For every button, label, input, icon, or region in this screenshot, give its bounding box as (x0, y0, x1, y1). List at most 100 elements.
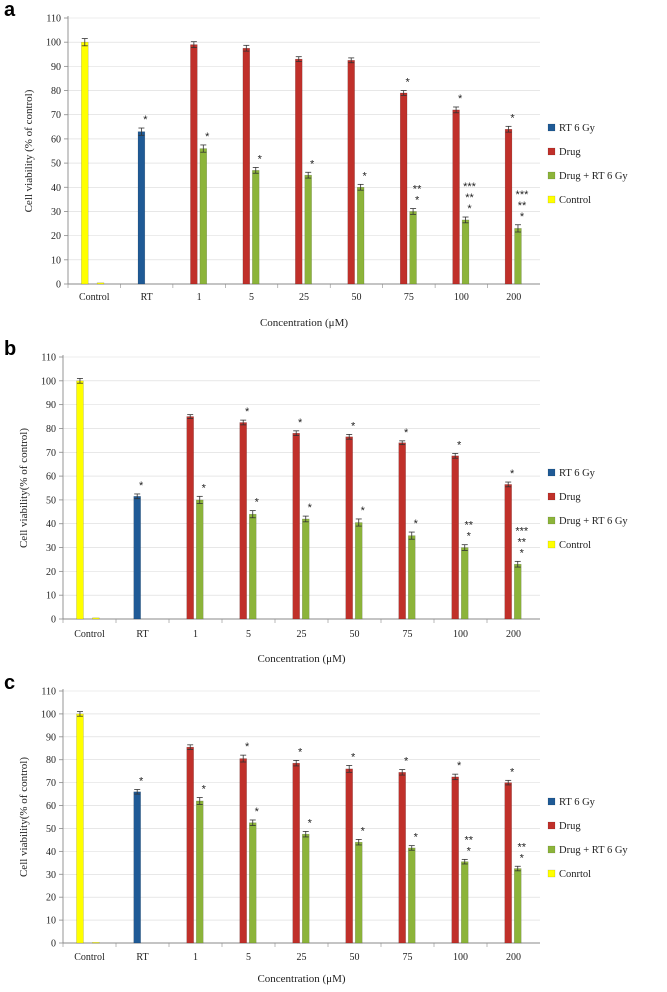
legend-label: Control (559, 195, 591, 206)
bar-drug (292, 762, 300, 944)
bar-drug (239, 758, 247, 944)
bar-drug (186, 416, 194, 620)
bar-combo (196, 499, 204, 620)
legend-label: Drug + RT 6 Gy (559, 171, 628, 182)
significance-mark: * (467, 845, 472, 857)
x-tick-label: 100 (454, 292, 469, 303)
y-tick-label: 20 (46, 893, 56, 904)
bar-drug (451, 776, 459, 944)
significance-mark: * (310, 158, 315, 170)
significance-mark: * (458, 93, 463, 105)
significance-mark: * (255, 806, 260, 818)
significance-mark: * (351, 751, 356, 763)
legend-swatch-control (547, 869, 556, 878)
legend-swatch-drug (547, 492, 556, 501)
bar-drug (345, 768, 353, 944)
y-axis-title: Cell viability(% of control) (18, 428, 30, 548)
legend-swatch-rt (547, 797, 556, 806)
bar-drug (504, 484, 512, 620)
legend-swatch-control (547, 540, 556, 549)
bar-combo (302, 518, 310, 620)
y-tick-label: 0 (56, 280, 61, 291)
significance-mark: * (414, 832, 419, 844)
legend-label: Control (559, 540, 591, 551)
y-tick-label: 30 (46, 870, 56, 881)
bar-drug (295, 58, 303, 285)
x-tick-label: Control (79, 292, 110, 303)
y-tick-label: 90 (46, 732, 56, 743)
y-tick-label: 40 (46, 519, 56, 530)
bar-combo (304, 174, 312, 285)
legend-swatch-control (547, 195, 556, 204)
bar-combo (355, 522, 363, 620)
y-tick-label: 50 (46, 824, 56, 835)
y-tick-label: 80 (46, 755, 56, 766)
legend-label: Drug + RT 6 Gy (559, 516, 628, 527)
x-tick-label: 5 (249, 292, 254, 303)
significance-mark: *** (463, 181, 477, 193)
y-axis-title: Cell viability (% of control) (23, 89, 35, 212)
x-tick-label: 50 (350, 952, 360, 963)
bar-combo (249, 513, 257, 620)
y-tick-label: 20 (46, 567, 56, 578)
chart-panel-a: a 0 10 20 30 40 50 60 70 80 90 100 110 Cell viability… (4, 0, 628, 329)
legend-label: Drug (559, 492, 581, 503)
x-tick-label: 5 (246, 629, 251, 640)
significance-mark: * (510, 766, 515, 778)
bar-drug (292, 432, 300, 620)
significance-mark: * (298, 417, 303, 429)
legend-swatch-combo (547, 845, 556, 854)
x-tick-label: 100 (453, 952, 468, 963)
bar-combo (408, 847, 416, 944)
bar-combo (409, 211, 417, 285)
significance-mark: * (361, 825, 366, 837)
bar-combo (252, 170, 260, 285)
significance-mark: * (520, 547, 525, 559)
bar-rt (133, 791, 141, 944)
significance-mark: * (351, 420, 356, 432)
bar-rt (137, 131, 146, 285)
significance-mark: * (143, 114, 148, 126)
bar-combo (461, 219, 470, 285)
y-tick-label: 40 (46, 847, 56, 858)
legend-swatch-drug (547, 821, 556, 830)
x-axis-title: Concentration (μM) (260, 317, 348, 329)
x-tick-label: 1 (197, 292, 202, 303)
significance-mark: ** (517, 841, 526, 853)
y-tick-label: 90 (46, 400, 56, 411)
y-tick-label: 60 (51, 134, 61, 145)
legend-label: Drug (559, 147, 581, 158)
legend-label: RT 6 Gy (559, 123, 596, 134)
bar-drug (347, 60, 355, 285)
legend-swatch-combo (547, 171, 556, 180)
x-tick-label: 200 (506, 292, 521, 303)
x-tick-label: 75 (403, 952, 413, 963)
y-tick-label: 10 (46, 591, 56, 602)
x-tick-label: RT (136, 629, 148, 640)
panel-label: a (4, 0, 16, 21)
x-tick-label: 5 (246, 952, 251, 963)
significance-mark: * (245, 406, 250, 418)
legend-swatch-drug (547, 147, 556, 156)
bar-control (92, 617, 100, 620)
legend-label: RT 6 Gy (559, 468, 596, 479)
significance-mark: * (202, 482, 207, 494)
y-tick-label: 0 (51, 615, 56, 626)
y-tick-label: 110 (41, 353, 56, 364)
x-tick-label: 25 (299, 292, 309, 303)
significance-mark: * (298, 746, 303, 758)
significance-mark: ** (464, 834, 473, 846)
significance-mark: ** (413, 184, 422, 196)
y-tick-label: 60 (46, 472, 56, 483)
significance-mark: *** (516, 189, 530, 201)
significance-mark: ** (518, 200, 527, 212)
significance-mark: * (414, 518, 419, 530)
bar-combo (408, 535, 416, 620)
y-tick-label: 10 (46, 916, 56, 927)
bar-drug (190, 44, 198, 285)
x-tick-label: 200 (506, 629, 521, 640)
legend-swatch-combo (547, 516, 556, 525)
significance-mark: * (467, 531, 472, 543)
y-tick-label: 0 (51, 939, 56, 950)
bar-combo (461, 547, 469, 620)
